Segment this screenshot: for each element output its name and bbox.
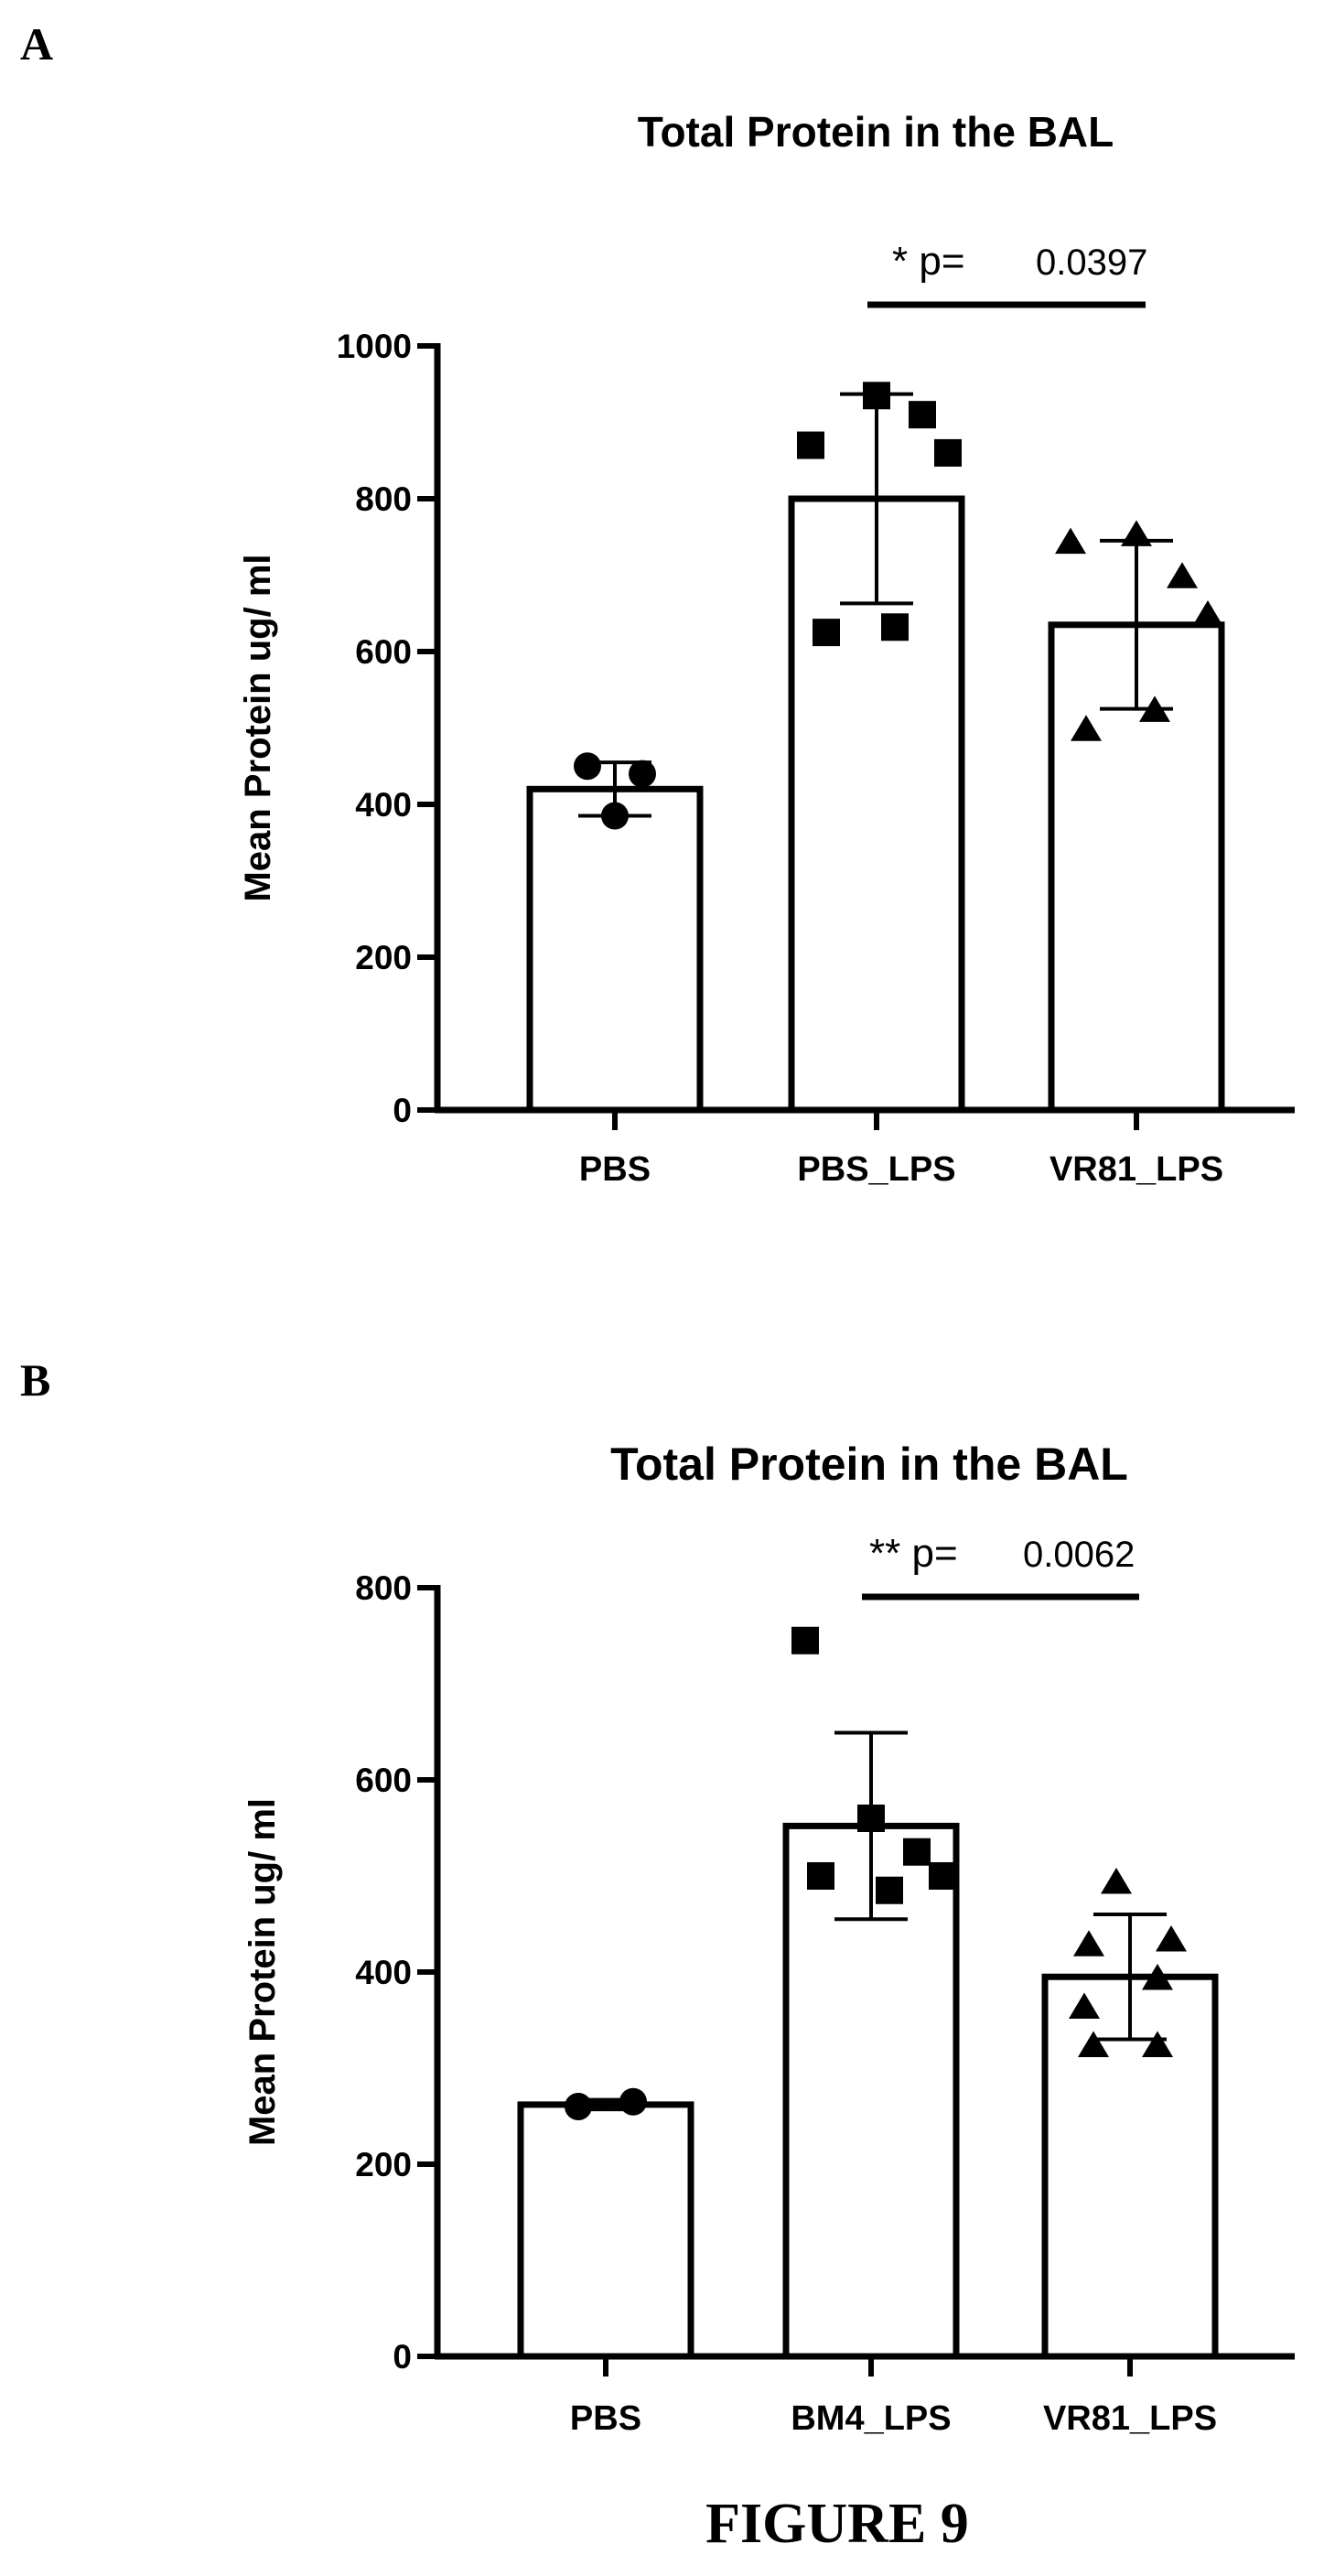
data-point (1078, 2031, 1109, 2057)
y-tick-label: 0 (393, 2338, 412, 2376)
panel-letter: A (20, 18, 53, 70)
y-tick-label: 400 (355, 786, 412, 824)
data-point (1073, 1930, 1104, 1956)
data-point (565, 2093, 592, 2120)
data-point (876, 1876, 903, 1904)
y-tick-label: 800 (355, 1569, 412, 1607)
y-tick-label: 600 (355, 1762, 412, 1799)
y-tick-label: 600 (355, 633, 412, 671)
significance-pvalue: 0.0062 (1023, 1535, 1135, 1575)
data-point (1192, 600, 1223, 627)
data-point (857, 1805, 885, 1832)
data-point (929, 1862, 956, 1890)
data-point (1101, 1868, 1132, 1894)
y-axis-label: Mean Protein ug/ ml (242, 1798, 283, 2146)
data-point (813, 619, 840, 647)
data-point (601, 802, 629, 830)
y-tick-label: 400 (355, 1954, 412, 1991)
data-point (934, 438, 962, 467)
chart-title: Total Protein in the BAL (638, 108, 1114, 156)
data-point (863, 382, 890, 410)
data-point (1069, 1992, 1100, 2019)
y-axis-label: Mean Protein ug/ ml (238, 554, 278, 901)
x-category-label: PBS (570, 2399, 641, 2438)
data-point (574, 752, 601, 781)
significance-label: * p= (892, 239, 965, 284)
bar-pbs (517, 2101, 694, 2360)
data-point (1167, 562, 1198, 588)
data-point (791, 1626, 819, 1654)
figure-caption: FIGURE 9 (705, 2493, 969, 2555)
x-category-label: PBS (579, 1150, 651, 1189)
data-point (629, 760, 656, 788)
data-point (1071, 715, 1102, 741)
chart-title: Total Protein in the BAL (610, 1439, 1128, 1490)
data-point (1139, 695, 1170, 722)
y-tick-label: 800 (355, 480, 412, 518)
panel-b: B Total Protein in the BAL Mean Protein ug… (20, 1354, 1295, 2438)
x-category-label: PBS_LPS (797, 1150, 955, 1189)
data-point (909, 401, 936, 429)
x-category-label: VR81_LPS (1050, 1150, 1223, 1189)
data-point (797, 431, 824, 459)
data-point (1142, 1964, 1173, 1990)
y-tick-label: 200 (355, 2146, 412, 2183)
data-point (903, 1838, 931, 1866)
panel-letter: B (20, 1354, 50, 1406)
y-tick-label: 200 (355, 939, 412, 976)
significance-label: ** p= (869, 1531, 958, 1576)
panel-a: A Total Protein in the BAL Mean Protein ug… (20, 18, 1295, 1189)
data-point (807, 1862, 834, 1890)
x-category-label: BM4_LPS (791, 2399, 951, 2438)
data-point (1142, 2031, 1173, 2057)
data-point (1121, 520, 1152, 546)
y-tick-label: 1000 (337, 328, 412, 365)
significance-pvalue: 0.0397 (1036, 243, 1147, 283)
data-point (619, 2087, 647, 2116)
data-point (881, 613, 909, 641)
data-point (1055, 527, 1086, 555)
x-category-label: VR81_LPS (1043, 2399, 1217, 2438)
y-tick-label: 0 (393, 1092, 412, 1129)
bar-pbs (526, 785, 704, 1114)
data-point (1156, 1925, 1187, 1952)
